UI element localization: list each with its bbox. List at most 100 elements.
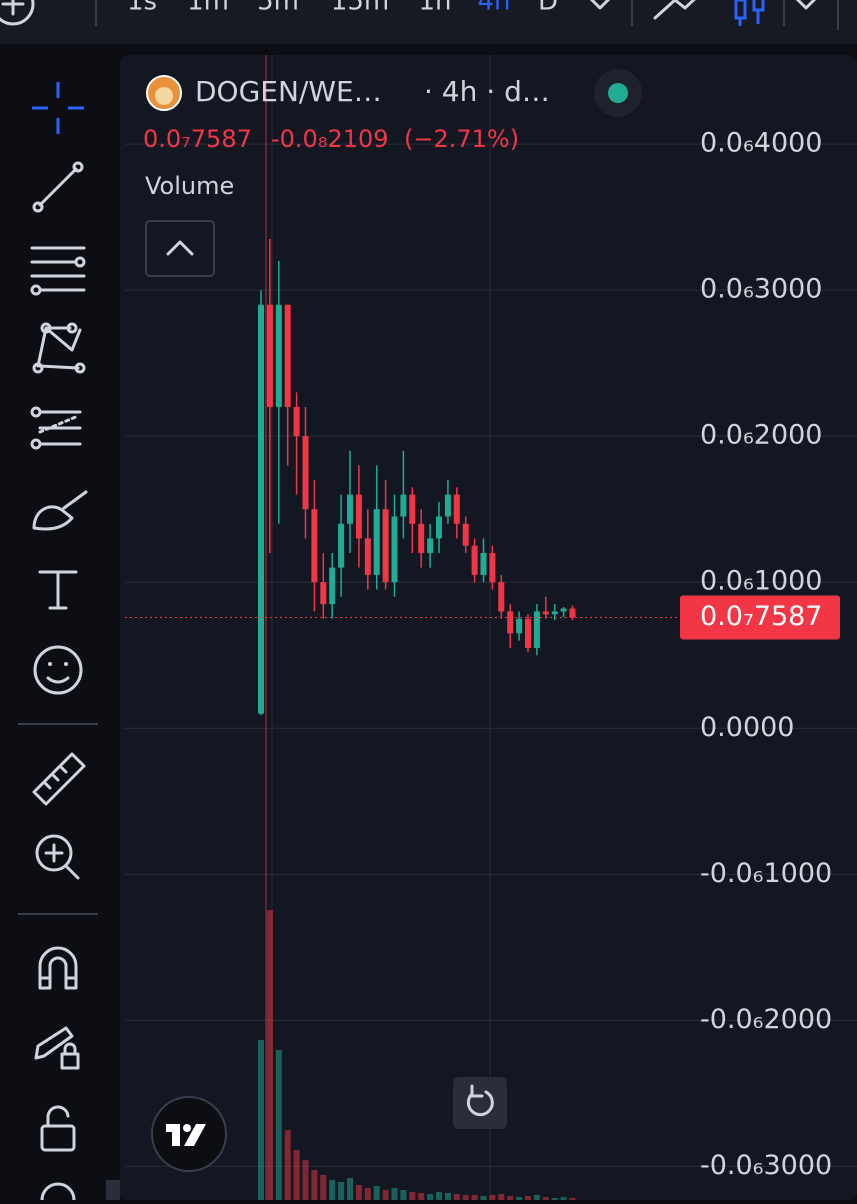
volume-bar: [436, 1192, 442, 1200]
candle-body: [320, 582, 327, 605]
top-toolbar: [0, 0, 857, 44]
candle-body: [480, 553, 487, 575]
volume-bar: [302, 1160, 309, 1200]
tradingview-logo[interactable]: [151, 1096, 227, 1172]
fib-tool[interactable]: [30, 246, 86, 296]
interval-group: 1s 1m 5m 15m 1h 4h D: [127, 0, 558, 17]
candle-body: [329, 567, 336, 605]
candle-body: [516, 618, 523, 634]
volume-bar: [266, 910, 273, 1200]
volume-bar: [320, 1175, 327, 1200]
interval-button[interactable]: 5m: [257, 0, 299, 17]
volume-bar: [507, 1196, 514, 1200]
style-dropdown[interactable]: [795, 0, 817, 10]
volume-bar: [382, 1190, 389, 1200]
volume-bar: [542, 1197, 549, 1200]
scroll-handle: [106, 1180, 120, 1200]
volume-bar: [489, 1195, 496, 1200]
interval-button[interactable]: 1m: [187, 0, 229, 17]
candle-body: [489, 553, 496, 583]
chart-style-candles[interactable]: [734, 0, 765, 26]
volume-bar: [275, 1050, 282, 1200]
reset-chart-button[interactable]: [453, 1077, 507, 1129]
volume-bar: [311, 1170, 318, 1200]
measure-tool[interactable]: [32, 752, 86, 806]
forecast-tool[interactable]: [30, 406, 82, 450]
interval-dropdown[interactable]: [589, 0, 611, 10]
zoom-tool[interactable]: [35, 834, 80, 880]
candle-body: [391, 516, 398, 583]
volume-bar: [551, 1198, 558, 1200]
interval-button[interactable]: 1s: [127, 0, 157, 17]
volume-bar: [258, 1040, 264, 1200]
y-tick-label: 0.0₆1000: [700, 566, 822, 597]
candle-body: [569, 608, 576, 618]
volume-indicator[interactable]: Volume: [145, 172, 234, 200]
volume-bar: [453, 1194, 460, 1200]
candle-body: [266, 304, 273, 407]
pattern-tool[interactable]: [32, 322, 86, 374]
y-tick-label: 0.0₆2000: [700, 420, 822, 451]
interval-button[interactable]: D: [538, 0, 558, 17]
volume-bar: [560, 1197, 567, 1200]
candle-body: [311, 509, 318, 583]
candle-body: [373, 509, 380, 575]
volume-bar: [569, 1198, 576, 1200]
plot-area: 0.0₆4000 0.0₆3000 0.0₆2000 0.0₆1000 0.0000 -0…: [125, 55, 857, 1200]
volume-bar: [480, 1196, 487, 1200]
volume-bar: [338, 1182, 345, 1200]
candle-body: [409, 494, 416, 524]
volume-bar: [400, 1190, 407, 1200]
interval-button[interactable]: 4h: [477, 0, 510, 17]
symbol-name[interactable]: DOGEN/WE…: [195, 75, 382, 108]
brush-tool[interactable]: [32, 490, 88, 531]
candle-body: [364, 538, 371, 575]
volume-bar: [284, 1130, 291, 1200]
crosshair-tool[interactable]: [32, 82, 84, 134]
candle-body: [355, 494, 362, 539]
last-price-label: 0.0₇7587: [700, 601, 822, 632]
magnet-tool[interactable]: [38, 946, 78, 990]
chart-style-line[interactable]: [653, 0, 700, 20]
volume-bar: [444, 1193, 451, 1200]
volume-bar: [525, 1196, 531, 1200]
candle-body: [400, 494, 407, 517]
volume-bar: [418, 1193, 425, 1200]
candle-body: [347, 494, 353, 524]
volume-bar: [516, 1197, 523, 1200]
candle-body: [338, 523, 345, 568]
interval-button[interactable]: 15m: [331, 0, 389, 17]
market-status[interactable]: [594, 69, 642, 117]
collapse-legend-button[interactable]: [145, 220, 215, 277]
y-tick-label: 0.0₆4000: [700, 128, 822, 159]
lock-drawings-tool[interactable]: [34, 1026, 80, 1070]
text-tool[interactable]: [38, 570, 78, 610]
volume-bar: [409, 1192, 416, 1200]
legend-change-percent: (−2.71%): [404, 125, 519, 153]
volume-bar: [293, 1150, 300, 1200]
volume-bar: [391, 1188, 398, 1200]
y-tick-label: -0.0₆1000: [700, 858, 832, 889]
lock-tool[interactable]: [40, 1105, 76, 1152]
candle-body: [542, 611, 549, 615]
y-tick-label: 0.0000: [700, 712, 794, 743]
y-tick-label: -0.0₆3000: [700, 1150, 832, 1181]
candle-body: [551, 611, 558, 615]
last-price-tag: [680, 595, 840, 640]
trend-line-tool[interactable]: [32, 161, 84, 213]
candle-body: [418, 523, 425, 554]
add-button[interactable]: [0, 0, 35, 26]
candle-body: [258, 304, 264, 714]
volume-bar: [364, 1188, 371, 1200]
candle-body: [507, 611, 514, 634]
candle-body: [533, 611, 540, 648]
candle-body: [453, 494, 460, 524]
emoji-tool[interactable]: [33, 645, 83, 695]
symbol-interval: · 4h · d…: [424, 75, 550, 108]
interval-button[interactable]: 1h: [418, 0, 451, 17]
legend-close: 0.0₇7587: [143, 125, 252, 153]
candle-body: [444, 494, 451, 517]
volume-bar: [347, 1178, 353, 1200]
left-toolbar: [18, 82, 98, 1204]
